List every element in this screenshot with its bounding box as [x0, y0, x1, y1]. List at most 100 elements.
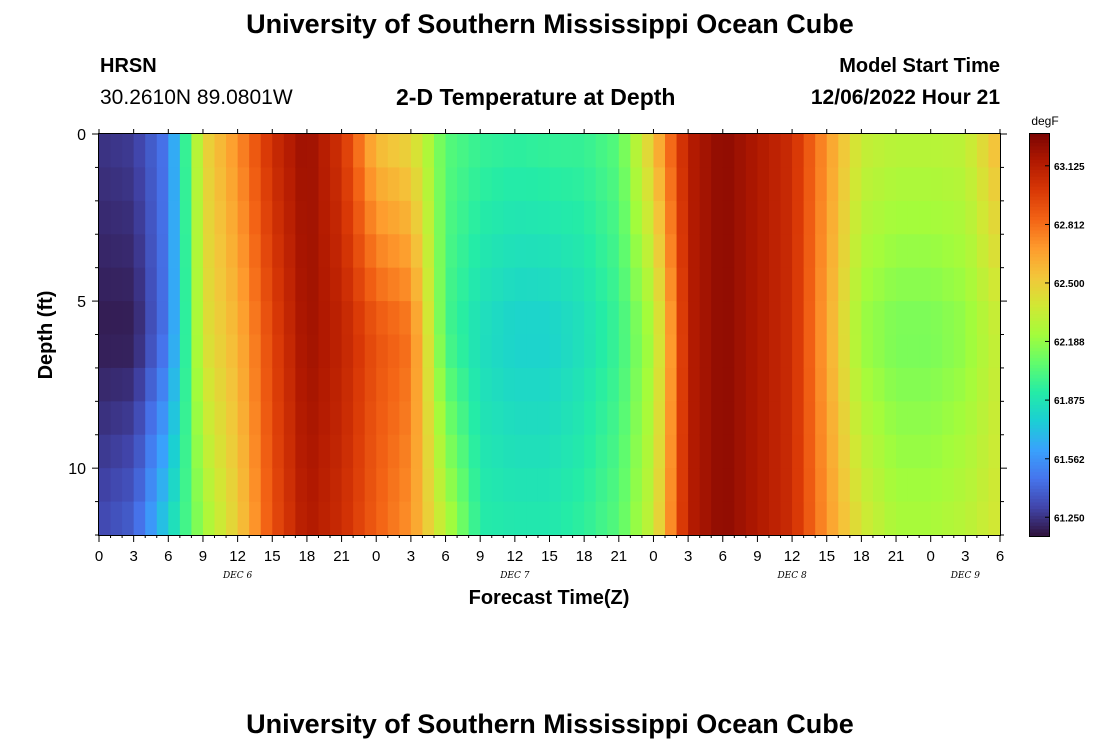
heatmap-cell [179, 367, 193, 402]
heatmap-cell [607, 401, 620, 436]
colorbar-segment [1029, 488, 1049, 493]
heatmap-cell [826, 501, 839, 536]
heatmap-cell [641, 434, 655, 469]
heatmap-cell [815, 234, 828, 269]
heatmap-cell [214, 200, 227, 235]
heatmap-cell [572, 134, 585, 169]
heatmap-cell [295, 234, 308, 269]
heatmap-cell [630, 401, 643, 436]
heatmap-cell [191, 334, 204, 369]
heatmap-cell [480, 200, 493, 235]
colorbar-segment [1029, 193, 1049, 198]
heatmap-cell [792, 434, 805, 469]
heatmap-cell [584, 434, 597, 469]
heatmap-cell [965, 267, 978, 302]
heatmap-cell [214, 267, 227, 302]
heatmap-cell [191, 501, 204, 536]
heatmap-cell [549, 134, 562, 169]
heatmap-cell [884, 167, 897, 202]
heatmap-cell [457, 367, 470, 402]
heatmap-cell [826, 334, 839, 369]
colorbar-segment [1029, 243, 1049, 248]
heatmap-cell [815, 334, 828, 369]
x-tick-label: 0 [95, 548, 103, 565]
heatmap-cell [734, 200, 747, 235]
colorbar-segment [1029, 310, 1049, 315]
heatmap-cell [572, 501, 585, 536]
heatmap-cell [872, 167, 886, 202]
heatmap-cell [318, 134, 331, 169]
heatmap-cell [295, 167, 308, 202]
heatmap-cell [561, 200, 574, 235]
heatmap-cell [572, 401, 585, 436]
heatmap-cell [433, 501, 447, 536]
heatmap-cell [191, 301, 204, 336]
heatmap-cell [988, 401, 1001, 436]
heatmap-cell [468, 167, 481, 202]
heatmap-cell [872, 501, 886, 536]
heatmap-cell [792, 501, 805, 536]
heatmap-cell [122, 468, 135, 503]
colorbar-segment [1029, 525, 1049, 530]
heatmap-cell [688, 367, 701, 402]
colorbar-segment [1029, 435, 1049, 440]
heatmap-cell [399, 468, 412, 503]
heatmap-cell [99, 301, 112, 336]
heatmap-cell [318, 501, 331, 536]
heatmap-cell [410, 401, 424, 436]
heatmap-cell [641, 334, 655, 369]
x-tick-label: 21 [888, 548, 905, 565]
heatmap-cell [237, 434, 250, 469]
heatmap-cell [930, 200, 943, 235]
colorbar-segment [1029, 374, 1049, 379]
y-tick-label: 10 [68, 461, 86, 478]
heatmap-cell [792, 234, 805, 269]
heatmap-cell [572, 200, 585, 235]
colorbar-segment [1029, 227, 1049, 231]
heatmap-cell [734, 434, 747, 469]
heatmap-cell [768, 234, 782, 269]
x-tick-label: 0 [649, 548, 657, 565]
colorbar-segment [1029, 458, 1049, 463]
heatmap-cell [757, 267, 770, 302]
heatmap-cell [630, 267, 643, 302]
heatmap-cell [826, 167, 839, 202]
heatmap-cell [780, 234, 793, 269]
heatmap-cell [872, 234, 886, 269]
x-tick-label: 18 [853, 548, 870, 565]
heatmap-cell [792, 367, 805, 402]
heatmap-cell [930, 434, 943, 469]
heatmap-cell [433, 334, 447, 369]
heatmap-cell [399, 200, 412, 235]
heatmap-cell [468, 267, 481, 302]
colorbar-segment [1029, 337, 1049, 342]
heatmap-cell [872, 434, 886, 469]
heatmap-cell [191, 401, 204, 436]
heatmap-cell [318, 401, 331, 436]
heatmap-cell [838, 468, 851, 503]
heatmap-cell [665, 468, 678, 503]
heatmap-cell [919, 367, 932, 402]
heatmap-cell [202, 301, 216, 336]
heatmap-cell [145, 367, 158, 402]
colorbar-segment [1029, 384, 1049, 389]
colorbar-segment [1029, 270, 1049, 275]
heatmap-cell [318, 167, 331, 202]
heatmap-cell [457, 434, 470, 469]
heatmap-cell [734, 468, 747, 503]
colorbar-segment [1029, 200, 1049, 205]
colorbar-segment [1029, 173, 1049, 178]
heatmap-cell [260, 468, 273, 503]
heatmap-cell [803, 167, 816, 202]
heatmap-cell [353, 434, 366, 469]
heatmap-cell [768, 134, 782, 169]
heatmap-cell [584, 501, 597, 536]
colorbar-segment [1029, 307, 1049, 312]
heatmap-cell [133, 468, 146, 503]
colorbar-frame [1029, 133, 1050, 537]
heatmap-cell [676, 501, 689, 536]
colorbar-segment [1029, 381, 1049, 386]
heatmap-cell [272, 200, 285, 235]
x-tick-label: 12 [507, 548, 524, 565]
heatmap-cell [607, 501, 620, 536]
